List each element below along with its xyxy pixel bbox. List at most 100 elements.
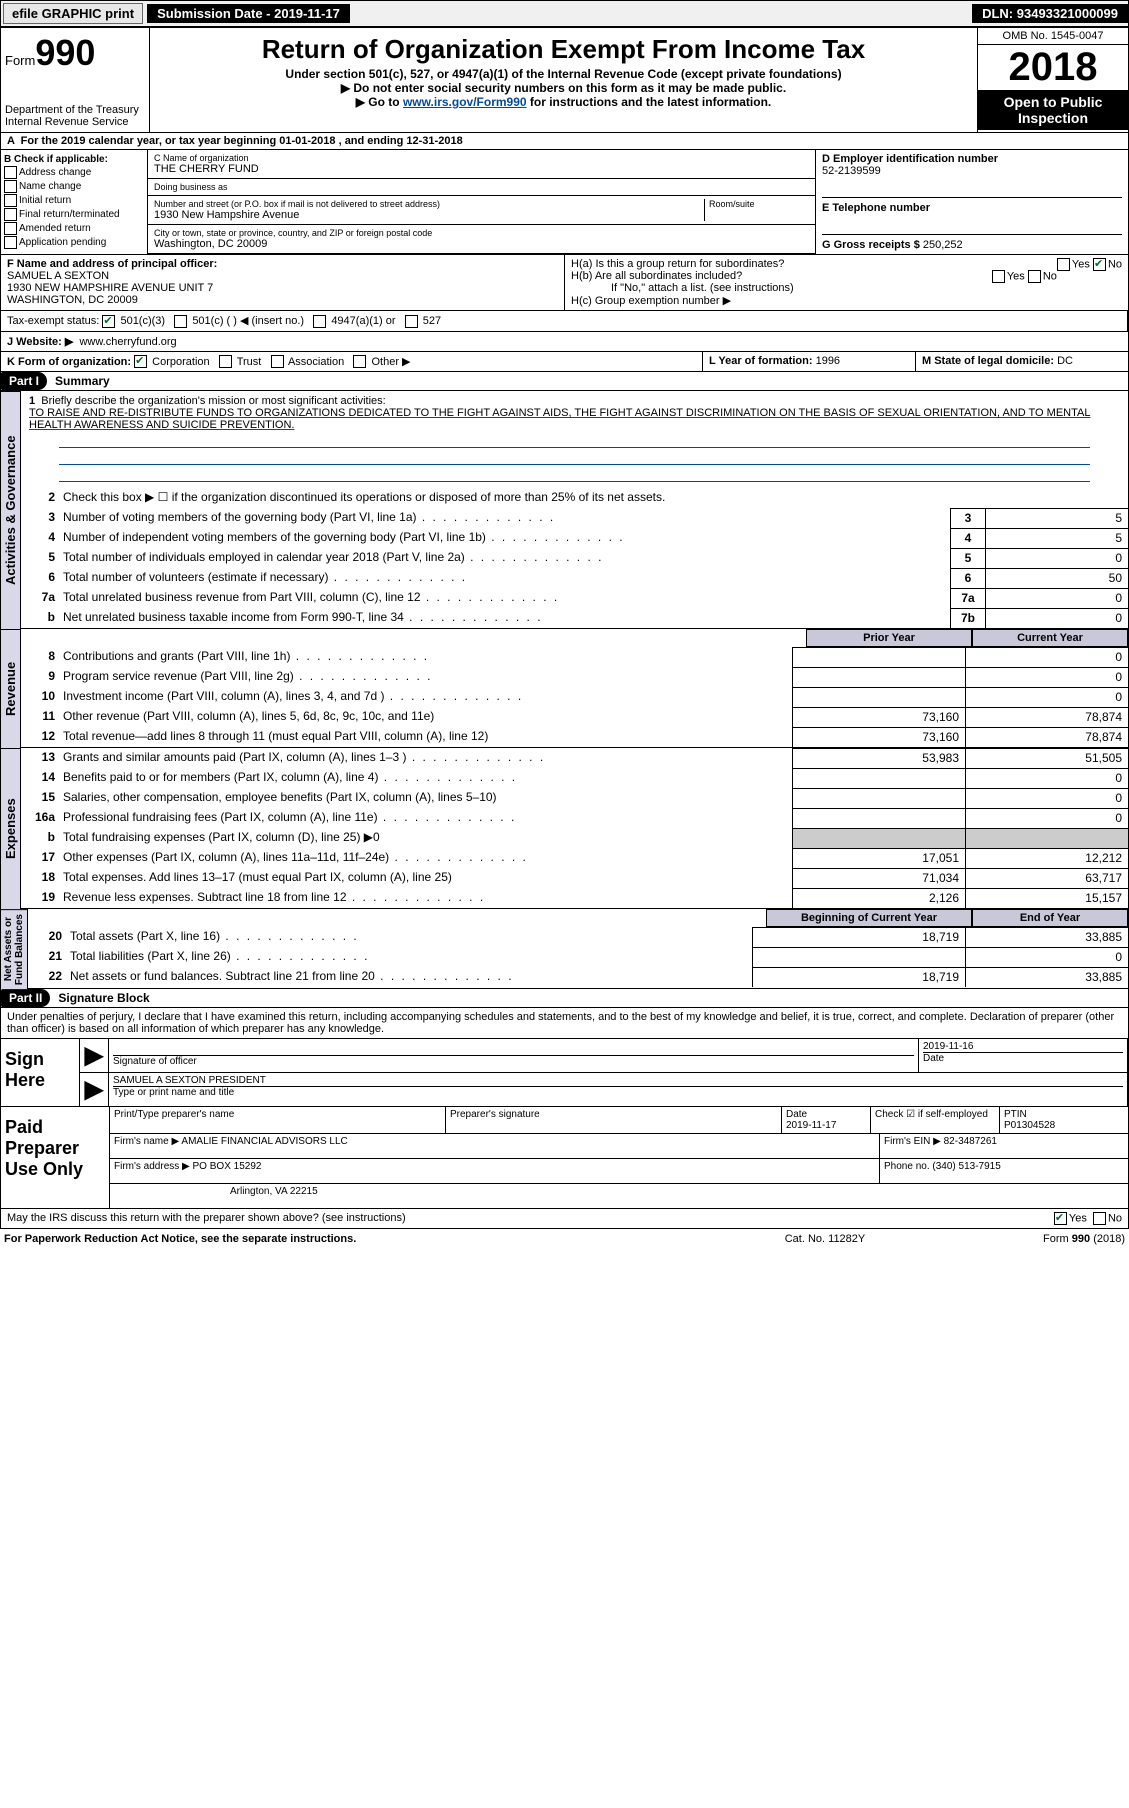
na-colhead: Beginning of Current Year End of Year [28, 909, 1128, 927]
l6-desc: Total number of volunteers (estimate if … [59, 568, 950, 588]
prep-selfemp: Check ☑ if self-employed [871, 1107, 1000, 1133]
l10-curr: 0 [965, 687, 1128, 707]
hb-row: H(b) Are all subordinates included? Yes … [571, 270, 1122, 282]
line-1: 1 Briefly describe the organization's mi… [21, 391, 1128, 488]
omb: OMB No. 1545-0047 [978, 28, 1128, 45]
prior-head: Prior Year [806, 629, 972, 647]
firm-ein: Firm's EIN ▶ 82-3487261 [880, 1134, 1128, 1158]
period-text: For the 2019 calendar year, or tax year … [21, 135, 463, 147]
topbar: efile GRAPHIC print Submission Date - 20… [0, 0, 1129, 27]
block-bcdeg: B Check if applicable: Address change Na… [0, 150, 1129, 255]
sig-officer: Signature of officer [109, 1039, 919, 1072]
b-opt-4[interactable]: Amended return [4, 222, 144, 235]
header-left: Form990 Department of the Treasury Inter… [1, 28, 150, 132]
l7b-desc: Net unrelated business taxable income fr… [59, 608, 950, 628]
end-head: End of Year [972, 909, 1128, 927]
k-opt1: Trust [237, 356, 262, 368]
firm-addr-label: Firm's address ▶ [114, 1161, 190, 1172]
perjury-text: Under penalties of perjury, I declare th… [0, 1008, 1129, 1039]
firm-ein-val: 82-3487261 [944, 1136, 997, 1147]
line-5: 5Total number of individuals employed in… [21, 548, 1128, 568]
tax-year: 2018 [978, 45, 1128, 90]
i-501c3[interactable] [102, 315, 115, 328]
ha-yes[interactable] [1057, 258, 1070, 271]
part1-bar: Part I Summary [0, 372, 1129, 391]
l5-desc: Total number of individuals employed in … [59, 548, 950, 568]
form990-link[interactable]: www.irs.gov/Form990 [403, 95, 527, 109]
submission-date: Submission Date - 2019-11-17 [147, 4, 350, 23]
hb-yes[interactable] [992, 270, 1005, 283]
j-content: J Website: ▶ www.cherryfund.org [1, 332, 1128, 351]
blank-line-1 [59, 433, 1090, 448]
l22-desc: Net assets or fund balances. Subtract li… [66, 967, 752, 987]
form-title: Return of Organization Exempt From Incom… [154, 34, 973, 65]
form-label: Form [5, 53, 35, 68]
hb-no[interactable] [1028, 270, 1041, 283]
sign-block: Sign Here ▶ Signature of officer 2019-11… [0, 1039, 1129, 1107]
block-i: Tax-exempt status: 501(c)(3) 501(c) ( ) … [1, 311, 1128, 331]
l14-desc: Benefits paid to or for members (Part IX… [59, 768, 792, 788]
l13-prior: 53,983 [792, 748, 965, 768]
l9-prior [792, 667, 965, 687]
line-7b: bNet unrelated business taxable income f… [21, 608, 1128, 628]
inspection-label: Open to Public Inspection [978, 90, 1128, 130]
k-other[interactable] [353, 355, 366, 368]
l16b-curr-shaded [965, 828, 1128, 848]
b-opt-1[interactable]: Name change [4, 180, 144, 193]
dept-text: Department of the Treasury Internal Reve… [5, 104, 145, 128]
block-e: E Telephone number [822, 198, 1122, 235]
line-4: 4Number of independent voting members of… [21, 528, 1128, 548]
l16a-desc: Professional fundraising fees (Part IX, … [59, 808, 792, 828]
prep-date: Date2019-11-17 [782, 1107, 871, 1133]
b-opt-3[interactable]: Final return/terminated [4, 208, 144, 221]
l7a-val: 0 [985, 588, 1128, 608]
l13-desc: Grants and similar amounts paid (Part IX… [59, 748, 792, 768]
k-trust[interactable] [219, 355, 232, 368]
block-j: J Website: ▶ www.cherryfund.org [0, 332, 1129, 352]
block-m: M State of legal domicile: DC [916, 352, 1128, 372]
b-opt-2[interactable]: Initial return [4, 194, 144, 207]
b-opt-0-label: Address change [19, 167, 91, 178]
k-assoc[interactable] [271, 355, 284, 368]
l18-desc: Total expenses. Add lines 13–17 (must eq… [59, 868, 792, 888]
i-501c[interactable] [174, 315, 187, 328]
sub1: Under section 501(c), 527, or 4947(a)(1)… [154, 67, 973, 81]
line-18: 18Total expenses. Add lines 13–17 (must … [21, 868, 1128, 888]
k-corp[interactable] [134, 355, 147, 368]
i-4947[interactable] [313, 315, 326, 328]
line-21: 21Total liabilities (Part X, line 26)0 [28, 947, 1128, 967]
ha-no[interactable] [1093, 258, 1106, 271]
sign-content: ▶ Signature of officer 2019-11-16 Date ▶… [80, 1039, 1128, 1106]
activities-content: 1 Briefly describe the organization's mi… [21, 391, 1129, 629]
discuss-yes[interactable] [1054, 1212, 1067, 1225]
website-val: www.cherryfund.org [79, 336, 176, 348]
l1-label: Briefly describe the organization's miss… [41, 395, 385, 407]
c-city: City or town, state or province, country… [148, 225, 815, 254]
b-opt-0[interactable]: Address change [4, 166, 144, 179]
firm-label: Firm's name ▶ [114, 1136, 179, 1147]
discuss-no[interactable] [1093, 1212, 1106, 1225]
revenue-section: Revenue Prior Year Current Year 8Contrib… [0, 629, 1129, 748]
line-6: 6Total number of volunteers (estimate if… [21, 568, 1128, 588]
l18-curr: 63,717 [965, 868, 1128, 888]
l5-val: 0 [985, 548, 1128, 568]
i-527[interactable] [405, 315, 418, 328]
l3-desc: Number of voting members of the governin… [59, 508, 950, 528]
b-opt-5[interactable]: Application pending [4, 236, 144, 249]
line-8: 8Contributions and grants (Part VIII, li… [21, 647, 1128, 667]
block-c: C Name of organization THE CHERRY FUND D… [148, 150, 815, 254]
l22-begin: 18,719 [752, 967, 965, 987]
c-name-label: C Name of organization [154, 153, 809, 163]
footer-mid: Cat. No. 11282Y [725, 1233, 925, 1245]
c-room: Room/suite [704, 199, 809, 221]
line-16b: bTotal fundraising expenses (Part IX, co… [21, 828, 1128, 848]
expenses-content: 13Grants and similar amounts paid (Part … [21, 748, 1129, 909]
l9-desc: Program service revenue (Part VIII, line… [59, 667, 792, 687]
block-deg: D Employer identification number 52-2139… [815, 150, 1128, 254]
efile-btn[interactable]: efile GRAPHIC print [3, 3, 143, 24]
l9-curr: 0 [965, 667, 1128, 687]
line-10: 10Investment income (Part VIII, column (… [21, 687, 1128, 707]
sig-date: 2019-11-16 Date [919, 1039, 1128, 1072]
line-19: 19Revenue less expenses. Subtract line 1… [21, 888, 1128, 908]
b-opt-5-label: Application pending [19, 237, 106, 248]
